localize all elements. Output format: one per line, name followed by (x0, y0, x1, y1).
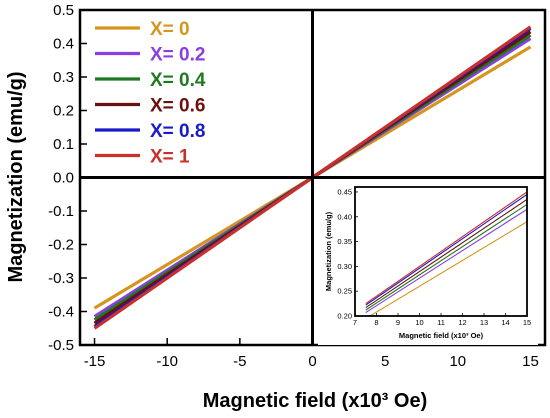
inset-x-tick-label: 14 (501, 318, 509, 327)
x-tick-label: -15 (84, 353, 106, 370)
x-tick-label: 15 (522, 353, 539, 370)
legend-label: X= 0.6 (150, 96, 205, 117)
inset-y-tick-label: 0.45 (337, 187, 352, 196)
y-tick-label: -0.3 (48, 270, 74, 287)
y-tick-label: 0.0 (53, 170, 74, 187)
inset-series-line-3 (365, 198, 527, 309)
inset-series-line-2 (365, 203, 527, 311)
inset-y-tick-label: 0.35 (337, 237, 352, 246)
y-tick-label: -0.5 (48, 337, 74, 354)
x-tick-label: -10 (156, 353, 178, 370)
legend-label: X= 0.4 (150, 70, 206, 91)
y-tick-label: 0.2 (53, 103, 74, 120)
legend-label: X= 1 (150, 147, 190, 168)
inset-y-tick-label: 0.40 (337, 212, 352, 221)
y-tick-label: 0.3 (53, 69, 74, 86)
y-tick-label: -0.4 (48, 304, 74, 321)
y-tick-label: -0.1 (48, 203, 74, 220)
inset-series-line-5 (365, 191, 527, 305)
inset-series-line-1 (365, 208, 527, 313)
y-axis-title: Magnetization (emu/g) (5, 71, 27, 282)
inset-x-tick-label: 13 (480, 318, 488, 327)
x-tick-label: 10 (449, 353, 466, 370)
y-tick-label: -0.2 (48, 237, 74, 254)
inset-x-tick-label: 12 (458, 318, 466, 327)
y-tick-label: 0.4 (53, 36, 74, 53)
inset-y-tick-label: 0.25 (337, 287, 352, 296)
legend-label: X= 0 (150, 19, 190, 40)
inset-y-axis-title: Magnetization (emu/g) (324, 211, 333, 291)
y-tick-label: 0.1 (53, 136, 74, 153)
inset-x-tick-label: 10 (415, 318, 423, 327)
inset-x-tick-label: 15 (523, 318, 531, 327)
inset-plot: 7 8 9 10 11 12 13 14 15 0.20 0.25 0.30 0.35 0.40 0.45 M… (318, 184, 538, 345)
inset-y-tick-label: 0.20 (337, 312, 352, 321)
inset-x-tick-label: 7 (353, 318, 357, 327)
inset-series-group (365, 191, 527, 316)
legend-label: X= 0.8 (150, 121, 205, 142)
inset-series-line-4 (365, 193, 527, 306)
legend: X= 0 X= 0.2 X= 0.4 X= 0.6 X= 0.8 X= 1 (95, 19, 206, 168)
inset-series-line-0 (368, 221, 527, 316)
inset-x-tick-label: 11 (437, 318, 445, 327)
x-axis-title: Magnetic field (x10³ Oe) (203, 390, 428, 412)
inset-x-axis-title: Magnetic field (x10³ Oe) (399, 331, 484, 340)
inset-x-tick-label: 8 (374, 318, 378, 327)
x-tick-label: -5 (233, 353, 246, 370)
x-tick-label: 5 (381, 353, 389, 370)
inset-y-tick-label: 0.30 (337, 262, 352, 271)
x-tick-label: 0 (308, 353, 316, 370)
legend-label: X= 0.2 (150, 45, 205, 66)
main-plot: -15 -10 -5 0 5 10 15 -0.5 -0.4 -0.3 -0.2 -0.1 0.0 0.1… (48, 2, 547, 370)
inset-x-tick-label: 9 (396, 318, 400, 327)
y-tick-label: 0.5 (53, 2, 74, 19)
